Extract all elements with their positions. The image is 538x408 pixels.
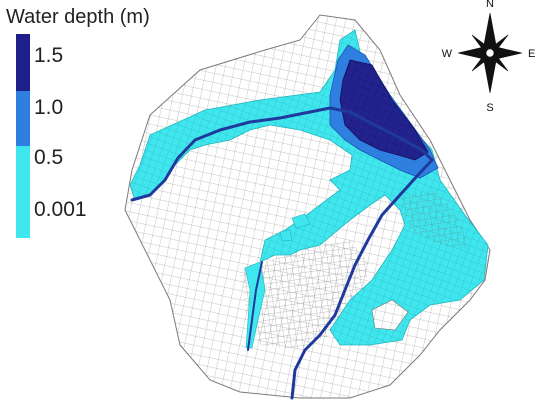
flood-zone-deep [339, 59, 429, 161]
mesh-river-refinement [400, 190, 470, 250]
legend-label-1-5: 1.5 [34, 44, 64, 67]
compass-rose: N S W E [442, 0, 536, 114]
legend-label-1-0: 1.0 [34, 96, 64, 119]
legend-bar-deep [16, 34, 30, 91]
compass-south-label: S [486, 102, 493, 114]
legend-label-0-5: 0.5 [34, 146, 64, 169]
compass-north-label: N [486, 0, 494, 10]
legend-bar-mid [16, 146, 30, 238]
compass-west-label: W [442, 48, 453, 60]
river-channel [130, 106, 434, 400]
compass-needle [457, 12, 523, 94]
compass-east-label: E [528, 48, 535, 60]
legend-bar-high [16, 91, 30, 146]
legend-title: Water depth (m) [6, 6, 150, 28]
legend-label-0-001: 0.001 [34, 198, 87, 221]
